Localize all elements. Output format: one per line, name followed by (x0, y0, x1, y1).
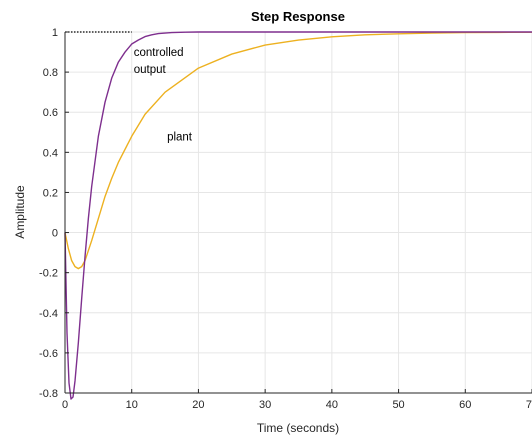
y-tick-label: -0.4 (39, 308, 58, 320)
y-tick-label: 1 (52, 27, 58, 39)
x-tick-label: 60 (459, 399, 471, 411)
y-tick-label: 0.6 (43, 107, 58, 119)
y-axis-label: Amplitude (13, 185, 27, 239)
y-tick-label: 0.2 (43, 187, 58, 199)
x-tick-label: 30 (259, 399, 271, 411)
annotations: controlled output plant (134, 47, 193, 143)
chart-title: Step Response (251, 9, 345, 24)
y-tick-label: -0.8 (39, 388, 58, 400)
x-axis-label: Time (seconds) (257, 421, 339, 435)
y-tick-label: 0 (52, 228, 58, 240)
x-tick-label: 10 (126, 399, 138, 411)
y-tick-labels: -0.8 -0.6 -0.4 -0.2 0 0.2 0.4 0.6 0.8 1 (39, 27, 58, 400)
series-line (64, 31, 532, 270)
annotation-text: controlled (134, 47, 184, 59)
x-tick-label: 20 (192, 399, 204, 411)
series-line (64, 31, 532, 400)
annotation-text: output (134, 64, 167, 76)
y-tick-label: 0.4 (43, 147, 58, 159)
y-tick-label: -0.2 (39, 268, 58, 280)
plot-background (65, 32, 532, 393)
x-tick-labels: 0 10 20 30 40 50 60 70 (62, 399, 532, 411)
x-tick-label: 70 (526, 399, 532, 411)
y-tick-label: 0.8 (43, 67, 58, 79)
x-tick-label: 40 (326, 399, 338, 411)
annotation-text: plant (167, 131, 193, 143)
x-tick-label: 0 (62, 399, 68, 411)
axes-frame (64, 31, 532, 394)
x-tick-label: 50 (392, 399, 404, 411)
y-tick-label: -0.6 (39, 348, 58, 360)
series-group (64, 31, 532, 400)
